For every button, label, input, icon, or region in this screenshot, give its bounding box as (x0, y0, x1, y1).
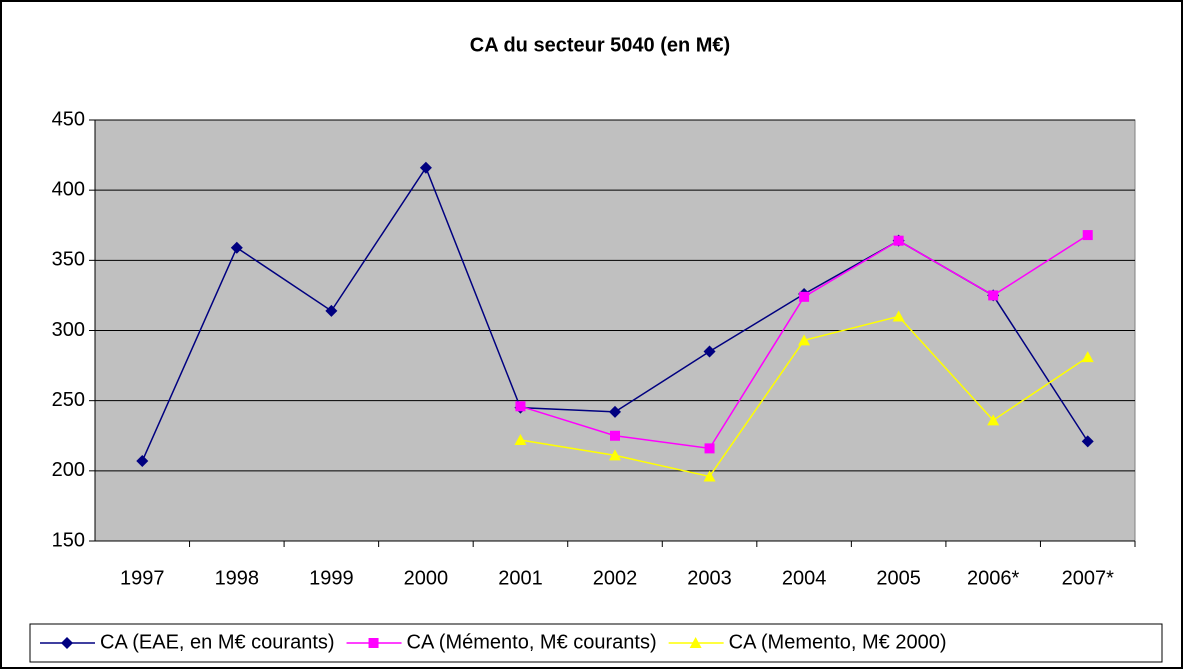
marker (987, 414, 1000, 426)
marker (1081, 351, 1094, 363)
marker (893, 235, 904, 246)
legend-label: CA (Mémento, M€ courants) (407, 631, 657, 653)
x-tick-label: 2003 (687, 567, 732, 589)
marker (419, 161, 432, 174)
y-tick-label: 350 (52, 249, 85, 271)
x-tick-label: 1999 (309, 567, 354, 589)
legend-marker (368, 638, 379, 648)
legend-marker (689, 637, 702, 648)
x-tick-label: 1998 (215, 567, 260, 589)
marker (514, 433, 527, 445)
y-tick-label: 300 (52, 319, 85, 341)
marker (704, 443, 715, 454)
marker (892, 310, 905, 322)
x-tick-label: 2002 (593, 567, 638, 589)
marker (703, 470, 716, 482)
marker (610, 430, 620, 441)
marker (230, 241, 243, 254)
y-tick-label: 150 (52, 529, 85, 551)
marker (515, 401, 526, 412)
marker (136, 455, 149, 468)
chart-title: CA du secteur 5040 (en M€) (470, 34, 730, 56)
x-tick-label: 1997 (120, 567, 165, 589)
legend-label: CA (Memento, M€ 2000) (729, 631, 947, 653)
x-tick-label: 2004 (782, 567, 827, 589)
y-tick-label: 400 (52, 178, 85, 200)
y-tick-label: 450 (52, 108, 85, 130)
marker (1082, 230, 1093, 241)
marker (988, 290, 999, 301)
marker (325, 304, 338, 317)
x-tick-label: 2000 (404, 567, 449, 589)
y-tick-label: 250 (52, 389, 85, 411)
x-tick-label: 2006* (967, 567, 1019, 589)
marker (799, 291, 810, 302)
legend (29, 623, 1163, 663)
marker (1081, 435, 1094, 448)
x-tick-label: 2001 (498, 567, 543, 589)
marker (703, 345, 716, 358)
marker (609, 405, 621, 418)
marker (798, 334, 811, 346)
x-tick-label: 2005 (876, 567, 921, 589)
legend-marker (61, 637, 73, 649)
marker (609, 449, 621, 461)
x-tick-label: 2007* (1062, 567, 1114, 589)
legend-label: CA (EAE, en M€ courants) (100, 631, 335, 653)
y-tick-label: 200 (52, 459, 85, 481)
